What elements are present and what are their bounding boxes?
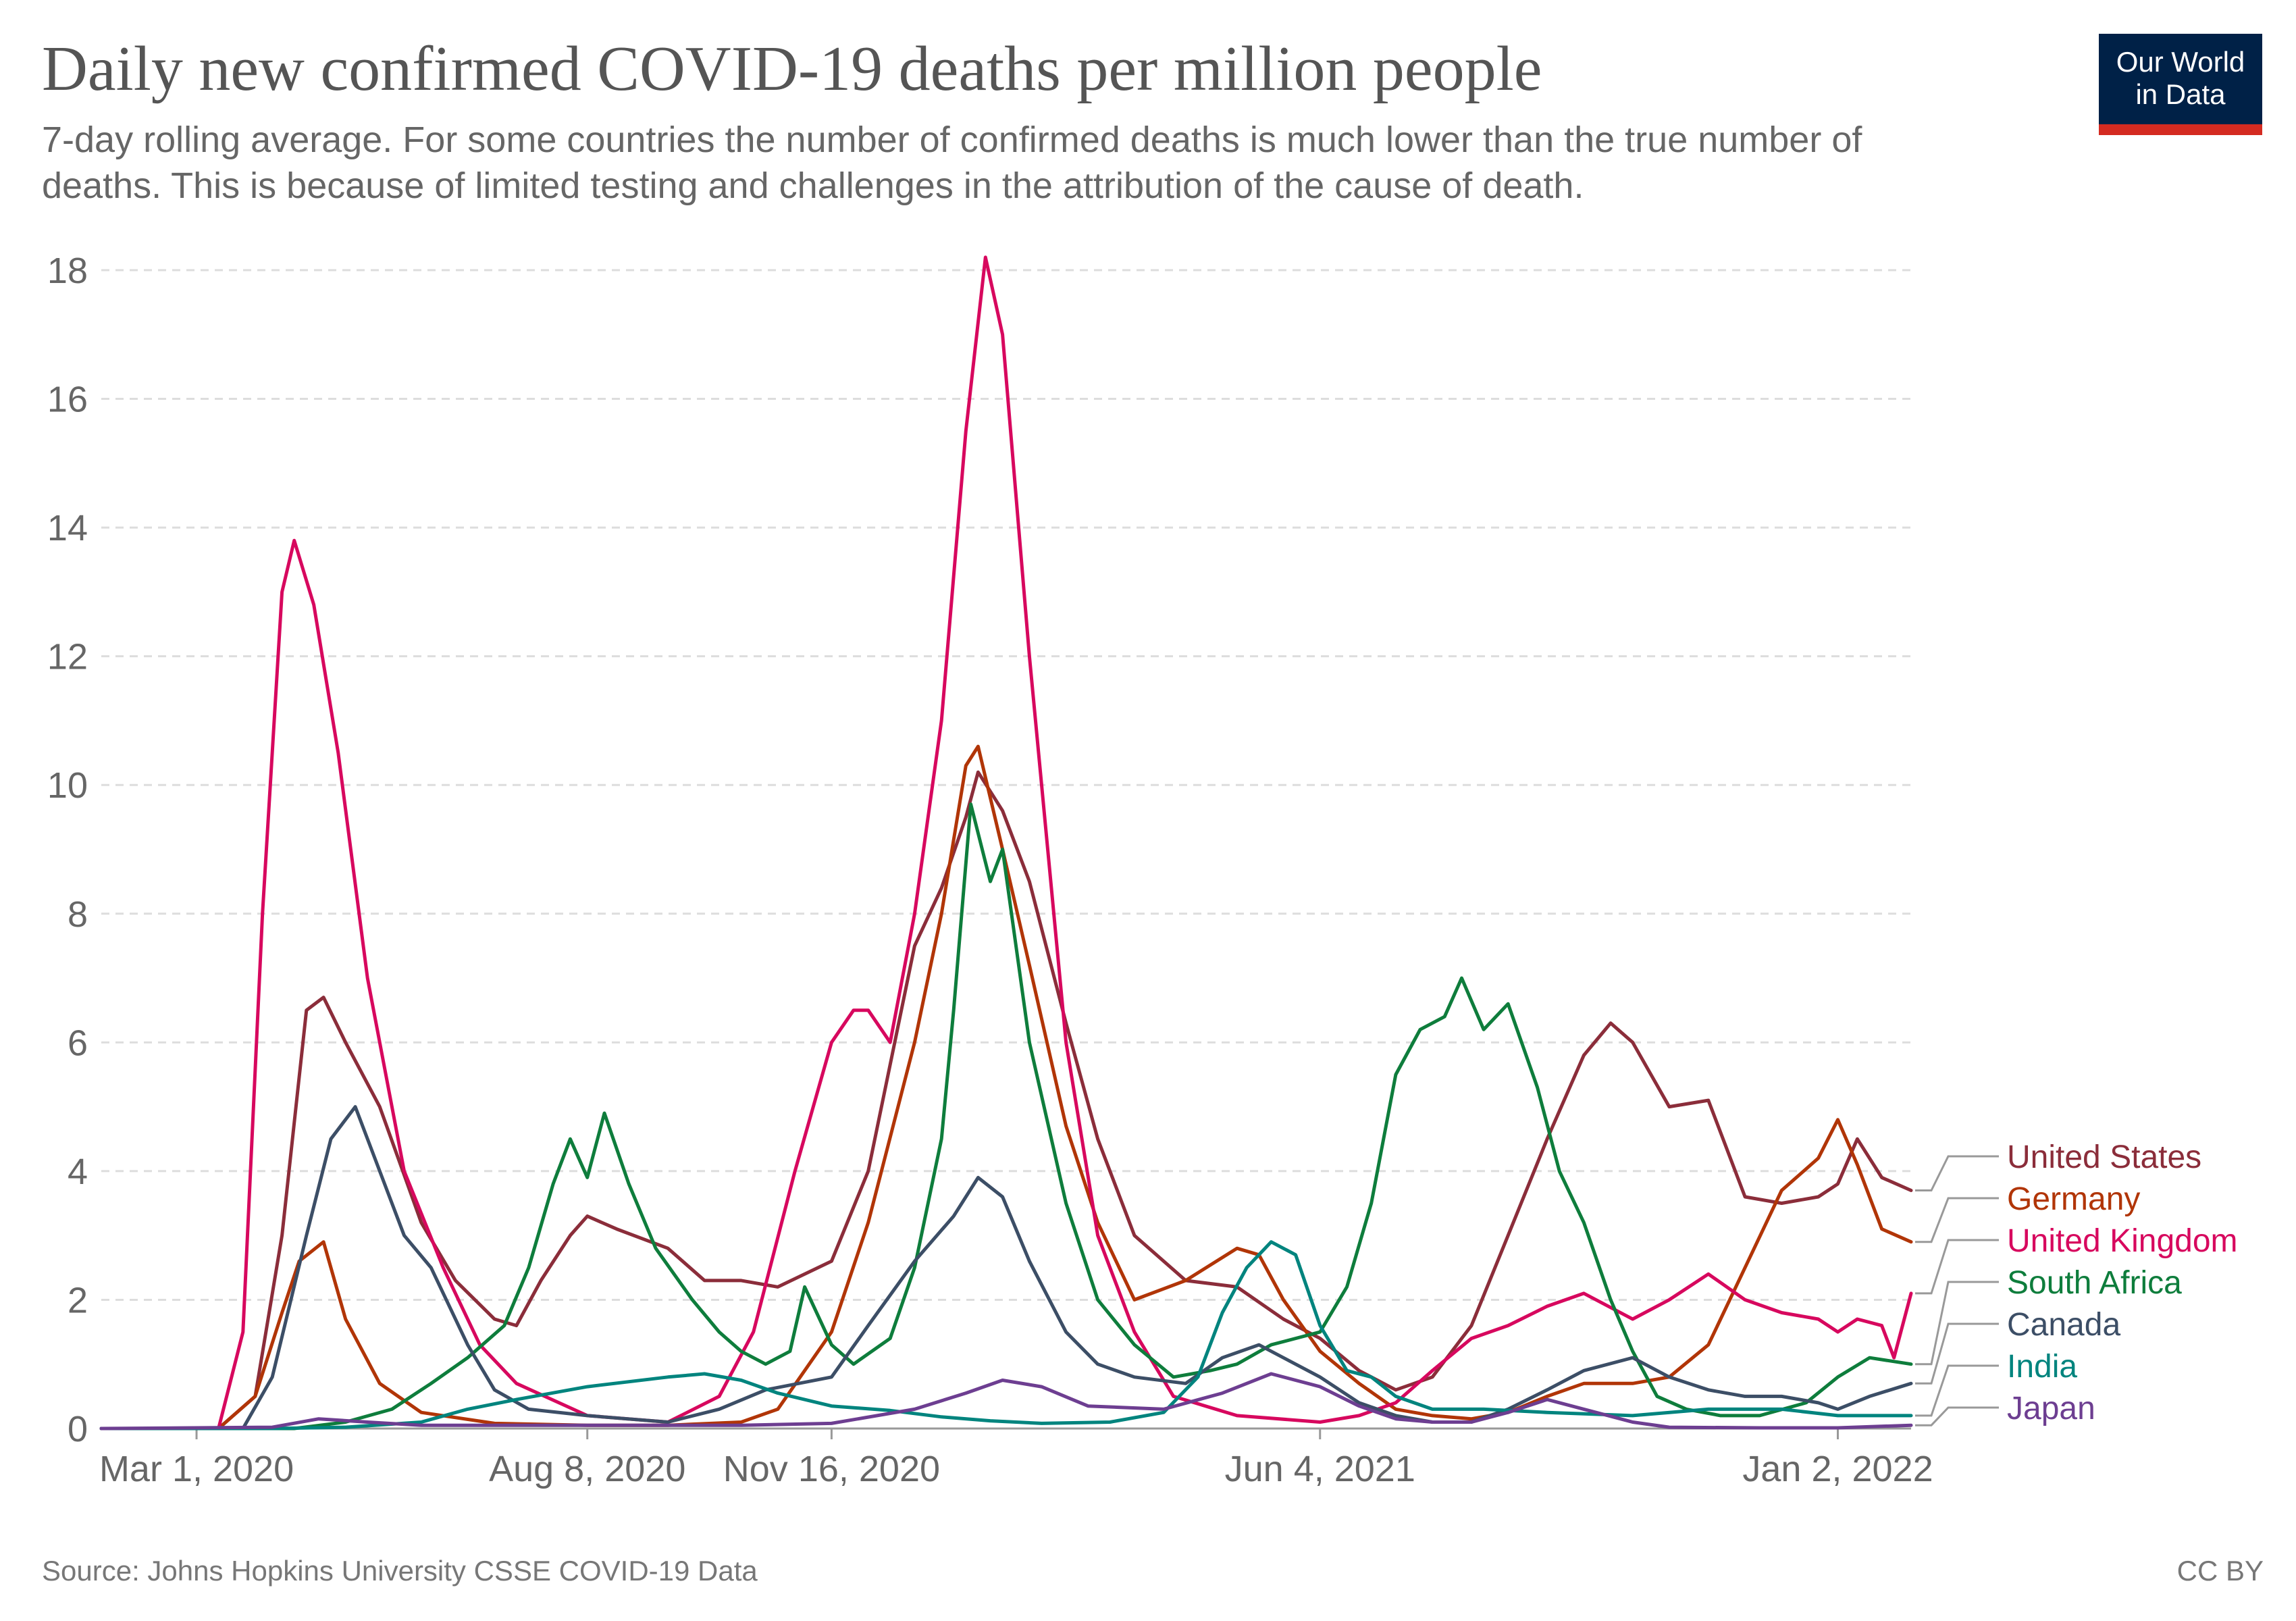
series-line-germany [99, 744, 1913, 1431]
legend-connector-canada [1915, 1322, 1999, 1385]
series-line-south-africa [99, 802, 1913, 1431]
y-tick-label: 4 [68, 1152, 88, 1192]
legend-connector-south-africa [1915, 1281, 1999, 1366]
legend-label-south-africa: South Africa [2007, 1265, 2182, 1301]
series-line-united-kingdom [99, 255, 1913, 1431]
legend-label-japan: Japan [2007, 1391, 2095, 1426]
chart-subtitle-line-2: deaths. This is because of limited testi… [42, 165, 1584, 206]
legend-connector-united-states [1915, 1155, 1999, 1191]
series-layer [99, 255, 1913, 1431]
legend-connector-united-kingdom [1915, 1239, 1999, 1295]
y-tick-label: 10 [47, 765, 88, 806]
y-tick-label: 6 [68, 1023, 88, 1063]
legend-connector-india [1915, 1364, 1999, 1417]
series-line-united-states [99, 770, 1913, 1431]
x-tick-label: Jan 2, 2022 [1742, 1449, 1933, 1489]
legend-label-united-states: United States [2007, 1139, 2201, 1175]
grid-layer [101, 269, 1911, 1430]
x-axis: Mar 1, 2020 Aug 8, 2020 Nov 16, 2020 Jun 4,… [99, 1429, 1933, 1489]
y-tick-label: 2 [68, 1280, 88, 1320]
y-tick-label: 16 [47, 380, 88, 420]
series-line-japan [99, 1372, 1913, 1431]
legend-label-canada: Canada [2007, 1307, 2120, 1343]
series-line-canada [99, 1105, 1913, 1431]
series-line-india [99, 1240, 1913, 1431]
logo-line-1: Our World [2116, 46, 2245, 78]
line-chart: 0 2 4 6 8 10 12 14 16 18 Mar 1, 2020 Aug 8, 2020 No… [47, 251, 2238, 1489]
chart-subtitle-line-1: 7-day rolling average. For some countrie… [42, 120, 1862, 160]
x-tick-label: Aug 8, 2020 [489, 1449, 685, 1489]
y-tick-label: 14 [47, 508, 88, 548]
y-tick-label: 8 [68, 894, 88, 935]
legend-label-germany: Germany [2007, 1181, 2140, 1217]
y-tick-label: 12 [47, 637, 88, 677]
x-tick-label: Mar 1, 2020 [99, 1449, 294, 1489]
source-note: Source: Johns Hopkins University CSSE CO… [42, 1555, 758, 1587]
y-tick-label: 18 [47, 251, 88, 291]
x-tick-label: Jun 4, 2021 [1225, 1449, 1415, 1489]
legend-label-united-kingdom: United Kingdom [2007, 1223, 2238, 1259]
y-axis: 0 2 4 6 8 10 12 14 16 18 [47, 251, 88, 1449]
legend-connector-germany [1915, 1197, 1999, 1243]
logo-line-2: in Data [2135, 78, 2226, 110]
owid-logo[interactable]: Our World in Data [2099, 34, 2262, 135]
legend-label-india: India [2007, 1349, 2077, 1385]
y-tick-label: 0 [68, 1409, 88, 1449]
chart-title: Daily new confirmed COVID-19 deaths per … [42, 34, 1542, 104]
license-link[interactable]: CC BY [2176, 1555, 2264, 1587]
legend-connector-japan [1915, 1406, 1999, 1426]
legend: United States Germany United Kingdom South … [1915, 1139, 2238, 1426]
x-tick-label: Nov 16, 2020 [723, 1449, 940, 1489]
